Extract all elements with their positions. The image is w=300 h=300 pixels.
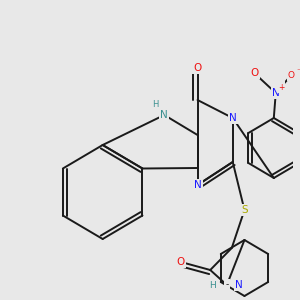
Text: H: H bbox=[209, 280, 216, 290]
Text: H: H bbox=[152, 100, 159, 109]
Text: S: S bbox=[241, 205, 248, 215]
Text: N: N bbox=[194, 180, 201, 190]
Text: ⁻: ⁻ bbox=[296, 68, 300, 76]
Text: O: O bbox=[177, 257, 185, 267]
Text: +: + bbox=[278, 82, 284, 91]
Text: O: O bbox=[250, 68, 258, 78]
Text: N: N bbox=[229, 113, 237, 123]
Text: N: N bbox=[235, 280, 242, 290]
Text: O: O bbox=[194, 63, 202, 73]
Text: N: N bbox=[272, 88, 280, 98]
Text: O: O bbox=[288, 70, 295, 80]
Text: N: N bbox=[160, 110, 168, 120]
Text: -: - bbox=[225, 280, 229, 290]
